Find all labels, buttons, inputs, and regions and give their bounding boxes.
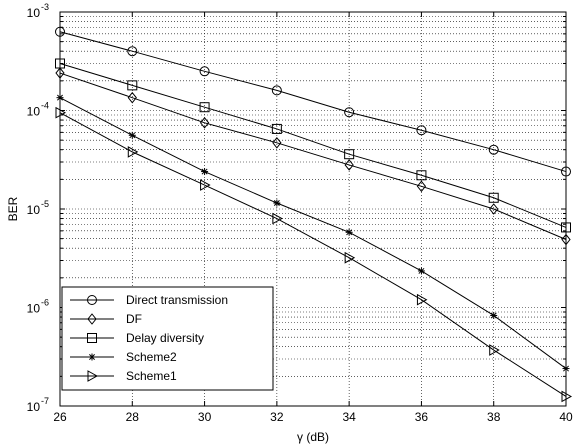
data-point-stroke [346, 229, 353, 236]
y-tick-label: 10 [27, 105, 41, 119]
series-line [59, 63, 567, 228]
x-tick-label: 38 [487, 410, 501, 424]
data-point [416, 170, 427, 181]
legend-label: DF [126, 312, 142, 326]
series-line [59, 72, 567, 240]
data-point [416, 293, 428, 306]
legend-marker-stroke [89, 354, 95, 360]
data-point [127, 91, 137, 104]
legend-marker [87, 333, 97, 343]
data-point-stroke [129, 132, 136, 139]
data-point [489, 203, 499, 215]
x-tick-label: 40 [559, 410, 573, 424]
x-tick-label: 32 [270, 410, 284, 424]
legend-label: Scheme1 [126, 369, 177, 383]
y-tick-exponent: -6 [41, 298, 49, 308]
data-point [272, 212, 283, 225]
data-point [416, 180, 427, 193]
data-point-stroke [201, 168, 208, 175]
y-tick-exponent: -4 [41, 101, 49, 111]
legend-label: Delay diversity [126, 331, 204, 345]
series-delay-diversity [55, 58, 571, 233]
series-df [55, 67, 571, 246]
legend-entry: Direct transmission [70, 293, 228, 307]
data-point [272, 136, 282, 149]
data-point [488, 192, 499, 203]
data-point [490, 311, 498, 319]
data-point-stroke [418, 267, 425, 274]
x-tick-label: 34 [342, 410, 356, 424]
y-tick-label: 10 [27, 203, 41, 217]
data-point-stroke [490, 312, 497, 319]
legend-entry: Scheme1 [70, 369, 177, 383]
y-tick-label: 10 [27, 400, 41, 414]
series-line [59, 97, 567, 369]
data-point-stroke [273, 200, 280, 206]
data-point [489, 344, 500, 356]
data-point [199, 66, 210, 77]
x-tick-label: 30 [198, 410, 212, 424]
data-point [127, 46, 138, 57]
legend-marker [87, 313, 97, 325]
data-point [344, 107, 355, 118]
x-tick-label: 36 [415, 410, 429, 424]
data-point [271, 85, 282, 96]
data-point [200, 179, 211, 191]
x-tick-label: 28 [126, 410, 140, 424]
legend-entry: Scheme2 [70, 350, 177, 364]
y-tick-exponent: -7 [41, 396, 49, 406]
data-point [271, 123, 282, 134]
data-point [127, 146, 139, 158]
y-axis-label: BER [6, 196, 20, 221]
legend-entry: Delay diversity [70, 331, 204, 345]
legend-marker [88, 353, 96, 361]
legend-label: Scheme2 [126, 350, 177, 364]
x-axis-label: γ (dB) [297, 430, 329, 444]
data-point [344, 251, 356, 264]
data-point [344, 149, 355, 160]
data-point [345, 228, 353, 236]
data-point [273, 199, 281, 207]
y-tick-exponent: -3 [41, 2, 49, 12]
legend-label: Direct transmission [126, 293, 228, 307]
data-point [199, 117, 210, 129]
y-tick-label: 10 [27, 302, 41, 316]
data-point [417, 267, 425, 275]
data-point [344, 159, 354, 171]
legend-marker [87, 370, 99, 382]
series-line [59, 112, 567, 397]
series-line [59, 31, 567, 173]
data-point [128, 131, 136, 139]
y-tick-exponent: -5 [41, 199, 49, 209]
data-point [127, 80, 138, 91]
series-scheme1 [55, 106, 573, 403]
data-point [416, 125, 427, 136]
data-point [488, 144, 499, 155]
data-point [199, 102, 210, 113]
x-tick-label: 26 [53, 410, 67, 424]
y-tick-label: 10 [27, 6, 41, 20]
legend-entry: DF [70, 312, 142, 326]
legend: Direct transmission DF Delay diversity Sche… [61, 286, 274, 391]
data-point [201, 168, 209, 176]
series-layer [55, 26, 573, 403]
legend-marker [87, 295, 97, 305]
